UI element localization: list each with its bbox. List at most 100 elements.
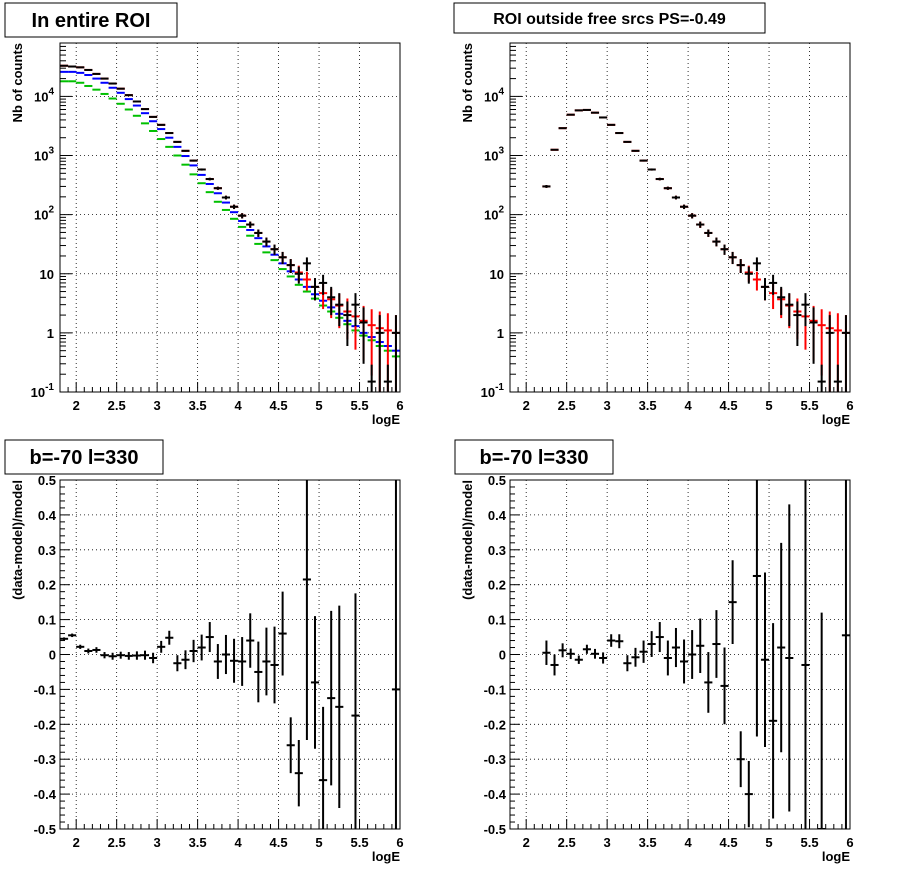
data-point <box>720 244 729 255</box>
series-1 <box>542 108 850 392</box>
data-point <box>777 542 786 753</box>
y-axis-label: (data-model)/model <box>460 480 475 600</box>
y-tick-label: 103 <box>484 146 504 164</box>
x-tick-label: 2 <box>523 398 530 413</box>
data-point <box>327 610 336 786</box>
panel-title-text: In entire ROI <box>32 10 151 32</box>
data-point <box>712 610 721 678</box>
y-tick-label: -0.1 <box>34 682 56 697</box>
y-axis: -0.5 -0.4 -0.3 -0.2 -0.1 0 0.1 0.2 0.3 0.4 0.5 (dat… <box>460 473 520 837</box>
data-point <box>294 266 303 284</box>
x-tick-label: 4.5 <box>720 835 738 850</box>
data-point <box>310 616 320 749</box>
data-point <box>558 643 567 658</box>
data-point <box>688 213 697 219</box>
data-point <box>817 309 826 376</box>
x-tick-label: 2 <box>73 835 80 850</box>
y-tick-label: 0 <box>499 648 506 663</box>
data-point <box>246 613 255 668</box>
data-point <box>246 221 255 228</box>
data-point <box>590 111 600 114</box>
x-tick-label: 6 <box>846 398 853 413</box>
y-tick-label: 0.5 <box>488 473 506 488</box>
x-tick-label: 4.5 <box>720 398 738 413</box>
data-point <box>262 237 271 247</box>
y-tick-label: 10-1 <box>31 382 55 400</box>
data-point <box>590 648 600 659</box>
x-axis-label: logE <box>372 849 400 864</box>
data-point <box>383 364 392 392</box>
panel-title-text: b=-70 l=330 <box>480 447 589 469</box>
data-point <box>623 655 632 672</box>
data-point <box>833 364 842 392</box>
data-point <box>566 113 575 116</box>
data-point <box>76 644 85 649</box>
data-point <box>367 364 376 392</box>
x-axis-label: logE <box>822 412 850 427</box>
series-2 <box>542 108 850 392</box>
x-tick-label: 6 <box>396 835 403 850</box>
data-point <box>744 760 753 828</box>
series-2 <box>60 70 400 352</box>
data-point <box>189 639 198 663</box>
data-point <box>278 591 287 676</box>
data-point <box>359 307 368 364</box>
data-point <box>181 149 190 152</box>
panel-title-box <box>4 2 178 38</box>
data-point <box>108 652 117 660</box>
data-point <box>116 651 125 659</box>
data-point <box>157 640 166 653</box>
data-point <box>189 159 198 162</box>
x-tick-label: 5 <box>315 398 322 413</box>
data-point <box>801 293 810 327</box>
data-point <box>769 274 778 295</box>
y-axis: 10-1 1 10 102 103 104 Nb of counts <box>10 42 72 400</box>
data-point <box>140 108 150 111</box>
x-axis-label: logE <box>372 412 400 427</box>
data-point <box>599 116 608 119</box>
y-axis: -0.5 -0.4 -0.3 -0.2 -0.1 0 0.1 0.2 0.3 0.4 0.5 (dat… <box>10 473 70 837</box>
data-point <box>655 177 664 181</box>
y-tick-label: -0.1 <box>484 682 506 697</box>
data-point <box>310 278 320 301</box>
x-tick-label: 5 <box>315 835 322 850</box>
x-tick-label: 4 <box>684 398 692 413</box>
data-point <box>777 286 786 316</box>
data-point <box>391 315 400 392</box>
data-point <box>302 257 311 272</box>
data-point <box>254 229 263 237</box>
y-tick-label: 1 <box>47 326 54 341</box>
data-point <box>550 654 559 676</box>
data-point <box>221 634 230 675</box>
y-tick-label: -0.3 <box>34 752 56 767</box>
data-point <box>680 204 689 210</box>
y-tick-label: 102 <box>484 205 504 223</box>
x-axis-label: logE <box>822 849 850 864</box>
data-point <box>817 612 826 829</box>
x-tick-label: 2.5 <box>108 835 126 850</box>
y-tick-label: 0.1 <box>488 613 506 628</box>
x-tick-label: 5 <box>765 398 772 413</box>
y-tick-label: 10 <box>40 267 54 282</box>
data-point <box>599 652 608 664</box>
panel-title-text: ROI outside free srcs PS=-0.49 <box>493 11 726 28</box>
data-point <box>132 100 141 103</box>
data-point <box>785 504 794 812</box>
data-layer <box>542 108 850 392</box>
data-point <box>704 652 713 713</box>
data-point <box>149 115 158 118</box>
data-point <box>728 251 737 265</box>
data-point <box>173 140 182 143</box>
y-tick-label: 0.4 <box>38 508 57 523</box>
data-layer <box>60 64 400 392</box>
data-point <box>696 221 705 228</box>
y-tick-label: 0.3 <box>38 543 56 558</box>
series-1 <box>542 480 850 829</box>
data-point <box>165 630 174 645</box>
data-point <box>793 301 802 346</box>
series-1 <box>60 480 400 829</box>
